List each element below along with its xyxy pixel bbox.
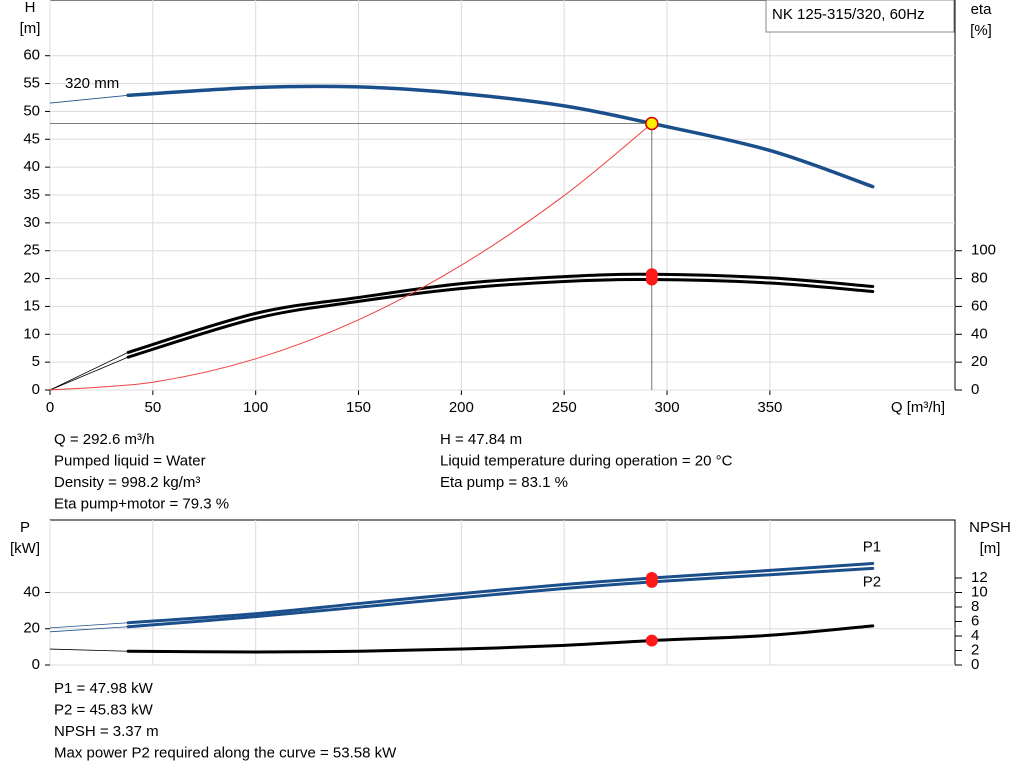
y2-axis-label: [m] — [980, 540, 1001, 557]
y2-tick-label: 60 — [971, 297, 988, 314]
curve-label: P1 — [863, 538, 881, 555]
y2-axis-label: [%] — [970, 22, 992, 39]
x-tick-label: 200 — [449, 399, 474, 416]
operating-point — [645, 116, 659, 131]
info-line: Liquid temperature during operation = 20… — [440, 452, 733, 469]
info-line: Max power P2 required along the curve = … — [54, 744, 397, 761]
curve-extension — [49, 352, 129, 391]
x-tick-label: 350 — [757, 399, 782, 416]
y-tick-label: 5 — [32, 353, 40, 370]
y2-tick-label: 80 — [971, 270, 988, 287]
curve-extension — [49, 626, 129, 633]
y-tick-label: 45 — [23, 130, 40, 147]
curve-extension — [49, 356, 129, 391]
y-tick-label: 30 — [23, 214, 40, 231]
y-tick-label: 20 — [23, 620, 40, 637]
y-tick-label: 25 — [23, 242, 40, 259]
operating-point — [645, 634, 658, 647]
info-line: Pumped liquid = Water — [54, 452, 206, 469]
y2-tick-label: 8 — [971, 598, 979, 615]
y-tick-label: 55 — [23, 75, 40, 92]
info-line: H = 47.84 m — [440, 431, 522, 448]
x-axis-label: Q [m³/h] — [891, 399, 945, 416]
info-line: NPSH = 3.37 m — [54, 723, 159, 740]
info-line: P2 = 45.83 kW — [54, 701, 154, 718]
y-tick-label: 35 — [23, 186, 40, 203]
y-tick-label: 50 — [23, 102, 40, 119]
y2-tick-label: 2 — [971, 641, 979, 658]
y2-axis-label: NPSH — [969, 519, 1011, 536]
info-line: Density = 998.2 kg/m³ — [54, 474, 200, 491]
y-tick-label: 10 — [23, 325, 40, 342]
y2-tick-label: 6 — [971, 612, 979, 629]
curve — [126, 562, 875, 625]
x-tick-label: 100 — [243, 399, 268, 416]
y-tick-label: 0 — [32, 656, 40, 673]
operating-point — [645, 273, 658, 286]
curve-label: P2 — [863, 573, 881, 590]
y2-tick-label: 4 — [971, 627, 979, 644]
x-tick-label: 150 — [346, 399, 371, 416]
y-tick-label: 40 — [23, 158, 40, 175]
y-axis-label: [kW] — [10, 540, 40, 557]
curve-label: 320 mm — [65, 75, 119, 92]
y-tick-label: 40 — [23, 583, 40, 600]
curve — [126, 277, 875, 359]
y-axis-label: H — [25, 0, 36, 16]
x-tick-label: 250 — [552, 399, 577, 416]
x-tick-label: 300 — [655, 399, 680, 416]
x-tick-label: 0 — [46, 399, 54, 416]
curve — [126, 84, 875, 189]
chart-title: NK 125-315/320, 60Hz — [772, 6, 925, 23]
x-tick-label: 50 — [144, 399, 161, 416]
y2-tick-label: 20 — [971, 353, 988, 370]
y-tick-label: 0 — [32, 381, 40, 398]
y-tick-label: 20 — [23, 270, 40, 287]
info-line: Q = 292.6 m³/h — [54, 431, 154, 448]
y2-tick-label: 10 — [971, 583, 988, 600]
operating-point — [645, 575, 658, 588]
y2-tick-label: 0 — [971, 381, 979, 398]
y2-tick-label: 40 — [971, 325, 988, 342]
y-tick-label: 60 — [23, 47, 40, 64]
info-line: Eta pump = 83.1 % — [440, 474, 568, 491]
curve — [126, 272, 875, 354]
curve — [126, 566, 875, 629]
y2-tick-label: 100 — [971, 242, 996, 259]
y-axis-label: P — [20, 519, 30, 536]
info-line: Eta pump+motor = 79.3 % — [54, 495, 229, 512]
curve — [126, 624, 875, 654]
info-line: P1 = 47.98 kW — [54, 680, 154, 697]
curve-extension — [49, 648, 129, 652]
y-axis-label: [m] — [20, 20, 41, 37]
curve-extension — [49, 622, 129, 629]
y2-tick-label: 12 — [971, 569, 988, 586]
curve — [49, 123, 653, 391]
y2-axis-label: eta — [971, 1, 993, 18]
y-tick-label: 15 — [23, 297, 40, 314]
y2-tick-label: 0 — [971, 656, 979, 673]
curve-extension — [49, 94, 129, 104]
title-box — [765, 0, 955, 33]
